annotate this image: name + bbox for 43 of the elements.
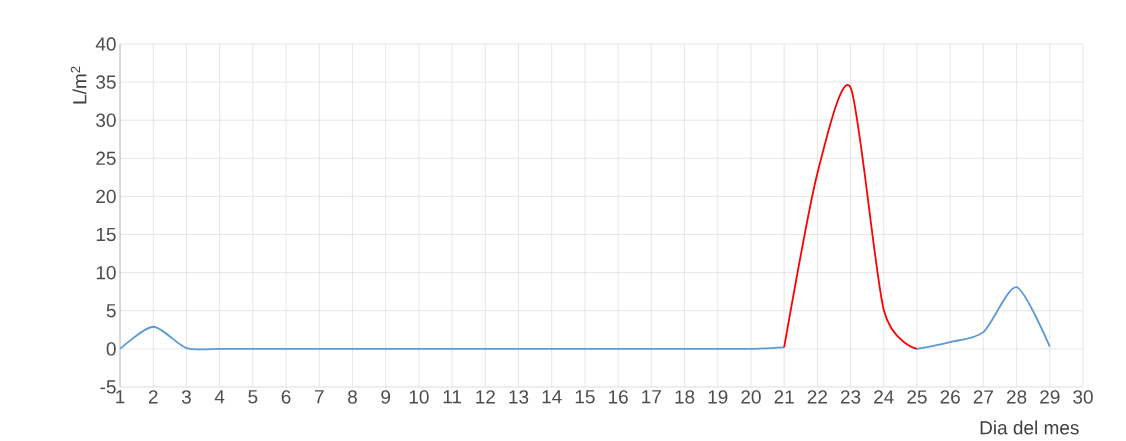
x-tick-label: 20	[741, 390, 761, 404]
y-tick-label: -5	[100, 380, 116, 394]
y-tick-label: 40	[95, 37, 116, 51]
x-tick-label: 12	[476, 390, 495, 404]
x-tick-label: 27	[973, 390, 993, 404]
y-axis-title: L/m$^{2}$	[70, 66, 87, 104]
x-tick-label: 17	[642, 390, 661, 404]
x-tick-label: 30	[1073, 390, 1093, 404]
x-tick-label: 24	[874, 390, 894, 404]
y-tick-label: 0	[106, 342, 116, 356]
y-tick-label: 30	[96, 113, 116, 127]
x-tick-label: 5	[248, 390, 258, 404]
x-tick-label: 13	[509, 390, 529, 404]
x-tick-label: 15	[575, 390, 595, 404]
x-tick-label: 16	[608, 390, 628, 404]
x-tick-label: 22	[807, 390, 827, 404]
x-tick-label: 4	[214, 390, 225, 404]
x-tick-label: 18	[675, 390, 695, 404]
line-series	[783, 85, 918, 350]
y-tick-label: 25	[96, 151, 116, 166]
x-tick-label: 6	[281, 390, 291, 404]
x-tick-label: 11	[443, 390, 461, 404]
x-tick-label: 29	[1040, 390, 1060, 404]
x-tick-label: 8	[348, 390, 357, 404]
x-tick-label: 26	[940, 390, 960, 404]
x-tick-label: 25	[907, 390, 927, 404]
x-tick-label: 10	[409, 390, 429, 404]
x-tick-label: 3	[181, 390, 191, 404]
x-tick-label: 9	[381, 390, 391, 404]
x-tick-label: 1	[116, 390, 125, 404]
y-tick-label: 5	[106, 304, 116, 318]
x-tick-label: 2	[148, 390, 158, 404]
y-tick-label: 20	[96, 189, 116, 204]
y-tick-label: 15	[96, 227, 116, 242]
y-tick-label: 35	[96, 75, 116, 89]
y-tick-label: 10	[96, 265, 116, 280]
x-tick-label: 28	[1006, 390, 1027, 404]
x-axis-title: Dia del mes	[980, 420, 1079, 435]
x-tick-label: 23	[840, 390, 861, 404]
x-tick-label: 21	[774, 390, 794, 404]
x-tick-label: 7	[314, 390, 324, 404]
x-tick-label: 14	[542, 390, 562, 404]
x-tick-label: 19	[708, 390, 728, 404]
